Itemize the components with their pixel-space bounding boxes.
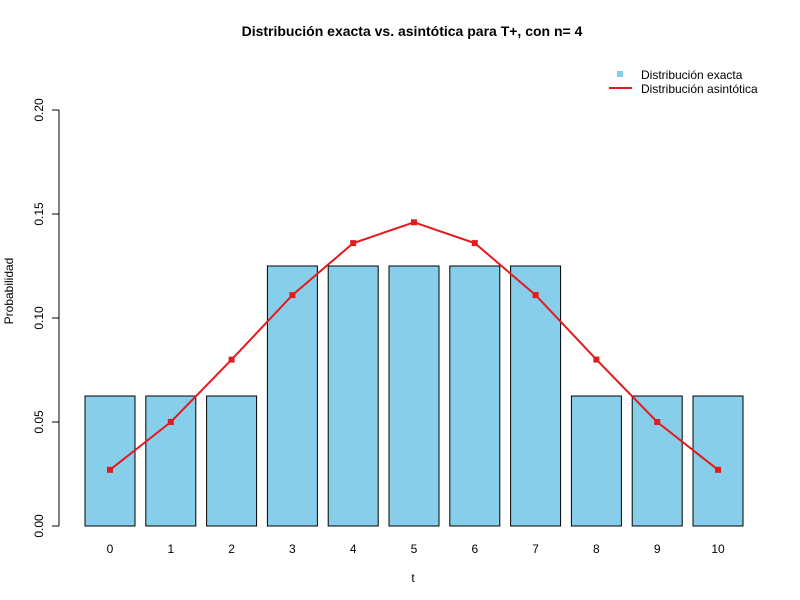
data-point — [715, 466, 721, 473]
legend-label-asymptotic: Distribución asintótica — [641, 82, 758, 96]
data-point — [411, 219, 417, 226]
x-tick-label: 9 — [654, 542, 661, 556]
data-point — [107, 466, 113, 473]
data-point — [471, 240, 478, 247]
bar — [570, 395, 622, 527]
x-tick-label: 6 — [471, 542, 478, 556]
data-point — [593, 356, 600, 363]
bar — [327, 265, 379, 527]
y-axis-label: Probabilidad — [2, 258, 16, 325]
x-tick-label: 4 — [350, 542, 357, 556]
y-tick-label: 0.05 — [32, 410, 46, 434]
bar — [388, 265, 440, 527]
y-tick-label: 0.00 — [32, 514, 46, 538]
legend-swatch-exact — [617, 71, 623, 77]
chart-title: Distribución exacta vs. asintótica para … — [242, 23, 583, 39]
data-point — [289, 292, 296, 299]
bar — [692, 395, 744, 527]
x-axis-label: t — [411, 571, 415, 585]
bar — [510, 265, 562, 527]
y-axis: 0.00 0.05 0.10 0.15 0.20 — [32, 98, 60, 538]
legend-label-exact: Distribución exacta — [641, 68, 743, 82]
x-tick-label: 10 — [711, 542, 725, 556]
data-point — [350, 240, 357, 247]
bar — [145, 395, 197, 527]
x-tick-label: 8 — [593, 542, 600, 556]
x-tick-label: 2 — [228, 542, 235, 556]
bar — [206, 395, 258, 527]
y-tick-label: 0.15 — [32, 202, 46, 226]
data-point — [654, 419, 661, 425]
bar — [631, 395, 683, 527]
data-point — [167, 419, 174, 425]
bar — [266, 265, 318, 527]
y-tick-label: 0.20 — [32, 98, 46, 122]
x-tick-label: 0 — [107, 542, 114, 556]
bar-series — [84, 265, 744, 527]
y-tick-label: 0.10 — [32, 306, 46, 330]
x-axis-ticks: 0 1 2 3 4 5 6 7 8 9 10 — [107, 542, 725, 556]
x-tick-label: 5 — [411, 542, 418, 556]
x-tick-label: 3 — [289, 542, 296, 556]
bar — [84, 395, 136, 527]
line-series — [107, 219, 721, 473]
x-tick-label: 1 — [167, 542, 174, 556]
data-point — [228, 356, 235, 363]
x-tick-label: 7 — [532, 542, 539, 556]
bar — [449, 265, 501, 527]
data-point — [532, 292, 539, 299]
